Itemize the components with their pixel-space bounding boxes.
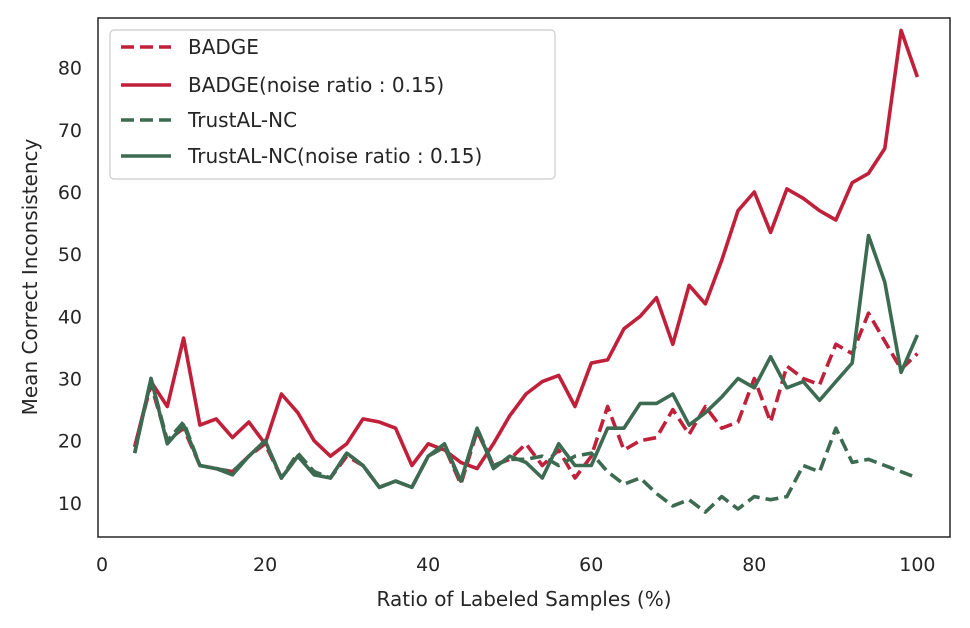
x-tick-label: 100 (899, 554, 935, 576)
legend-label: BADGE (188, 35, 259, 59)
legend-label: TrustAL-NC(noise ratio : 0.15) (187, 144, 482, 168)
series-layer (132, 28, 920, 514)
y-tick-label: 30 (58, 369, 82, 391)
y-tick-label: 60 (58, 182, 82, 204)
y-tick-label: 50 (58, 244, 82, 266)
y-tick-label: 40 (58, 306, 82, 328)
legend: BADGE BADGE(noise ratio : 0.15) TrustAL-NC… (109, 29, 556, 180)
legend-label: BADGE(noise ratio : 0.15) (188, 73, 444, 97)
y-axis-label: Mean Correct Inconsistency (18, 138, 42, 415)
series-line-3 (132, 376, 919, 514)
plot-frame (97, 17, 951, 538)
legend-label: TrustAL-NC (187, 108, 297, 132)
legend-entries: BADGE BADGE(noise ratio : 0.15) TrustAL-NC… (121, 35, 482, 168)
series-line-4 (132, 233, 920, 490)
x-tick-label: 80 (742, 554, 766, 576)
x-tick-label: 60 (579, 554, 603, 576)
y-tick-label: 70 (58, 120, 82, 142)
x-axis-label: Ratio of Labeled Samples (%) (376, 587, 671, 611)
y-tick-label: 10 (58, 493, 82, 515)
x-tick-label: 20 (253, 554, 277, 576)
y-tick-label: 20 (58, 431, 82, 453)
y-tick-label: 80 (58, 58, 82, 80)
x-tick-label: 40 (416, 554, 440, 576)
y-axis-ticks: 10 20 30 40 50 60 70 80 (58, 58, 82, 515)
x-tick-label: 0 (96, 554, 108, 576)
x-axis-ticks: 0 20 40 60 80 100 (96, 554, 935, 576)
legend-box (109, 29, 556, 180)
